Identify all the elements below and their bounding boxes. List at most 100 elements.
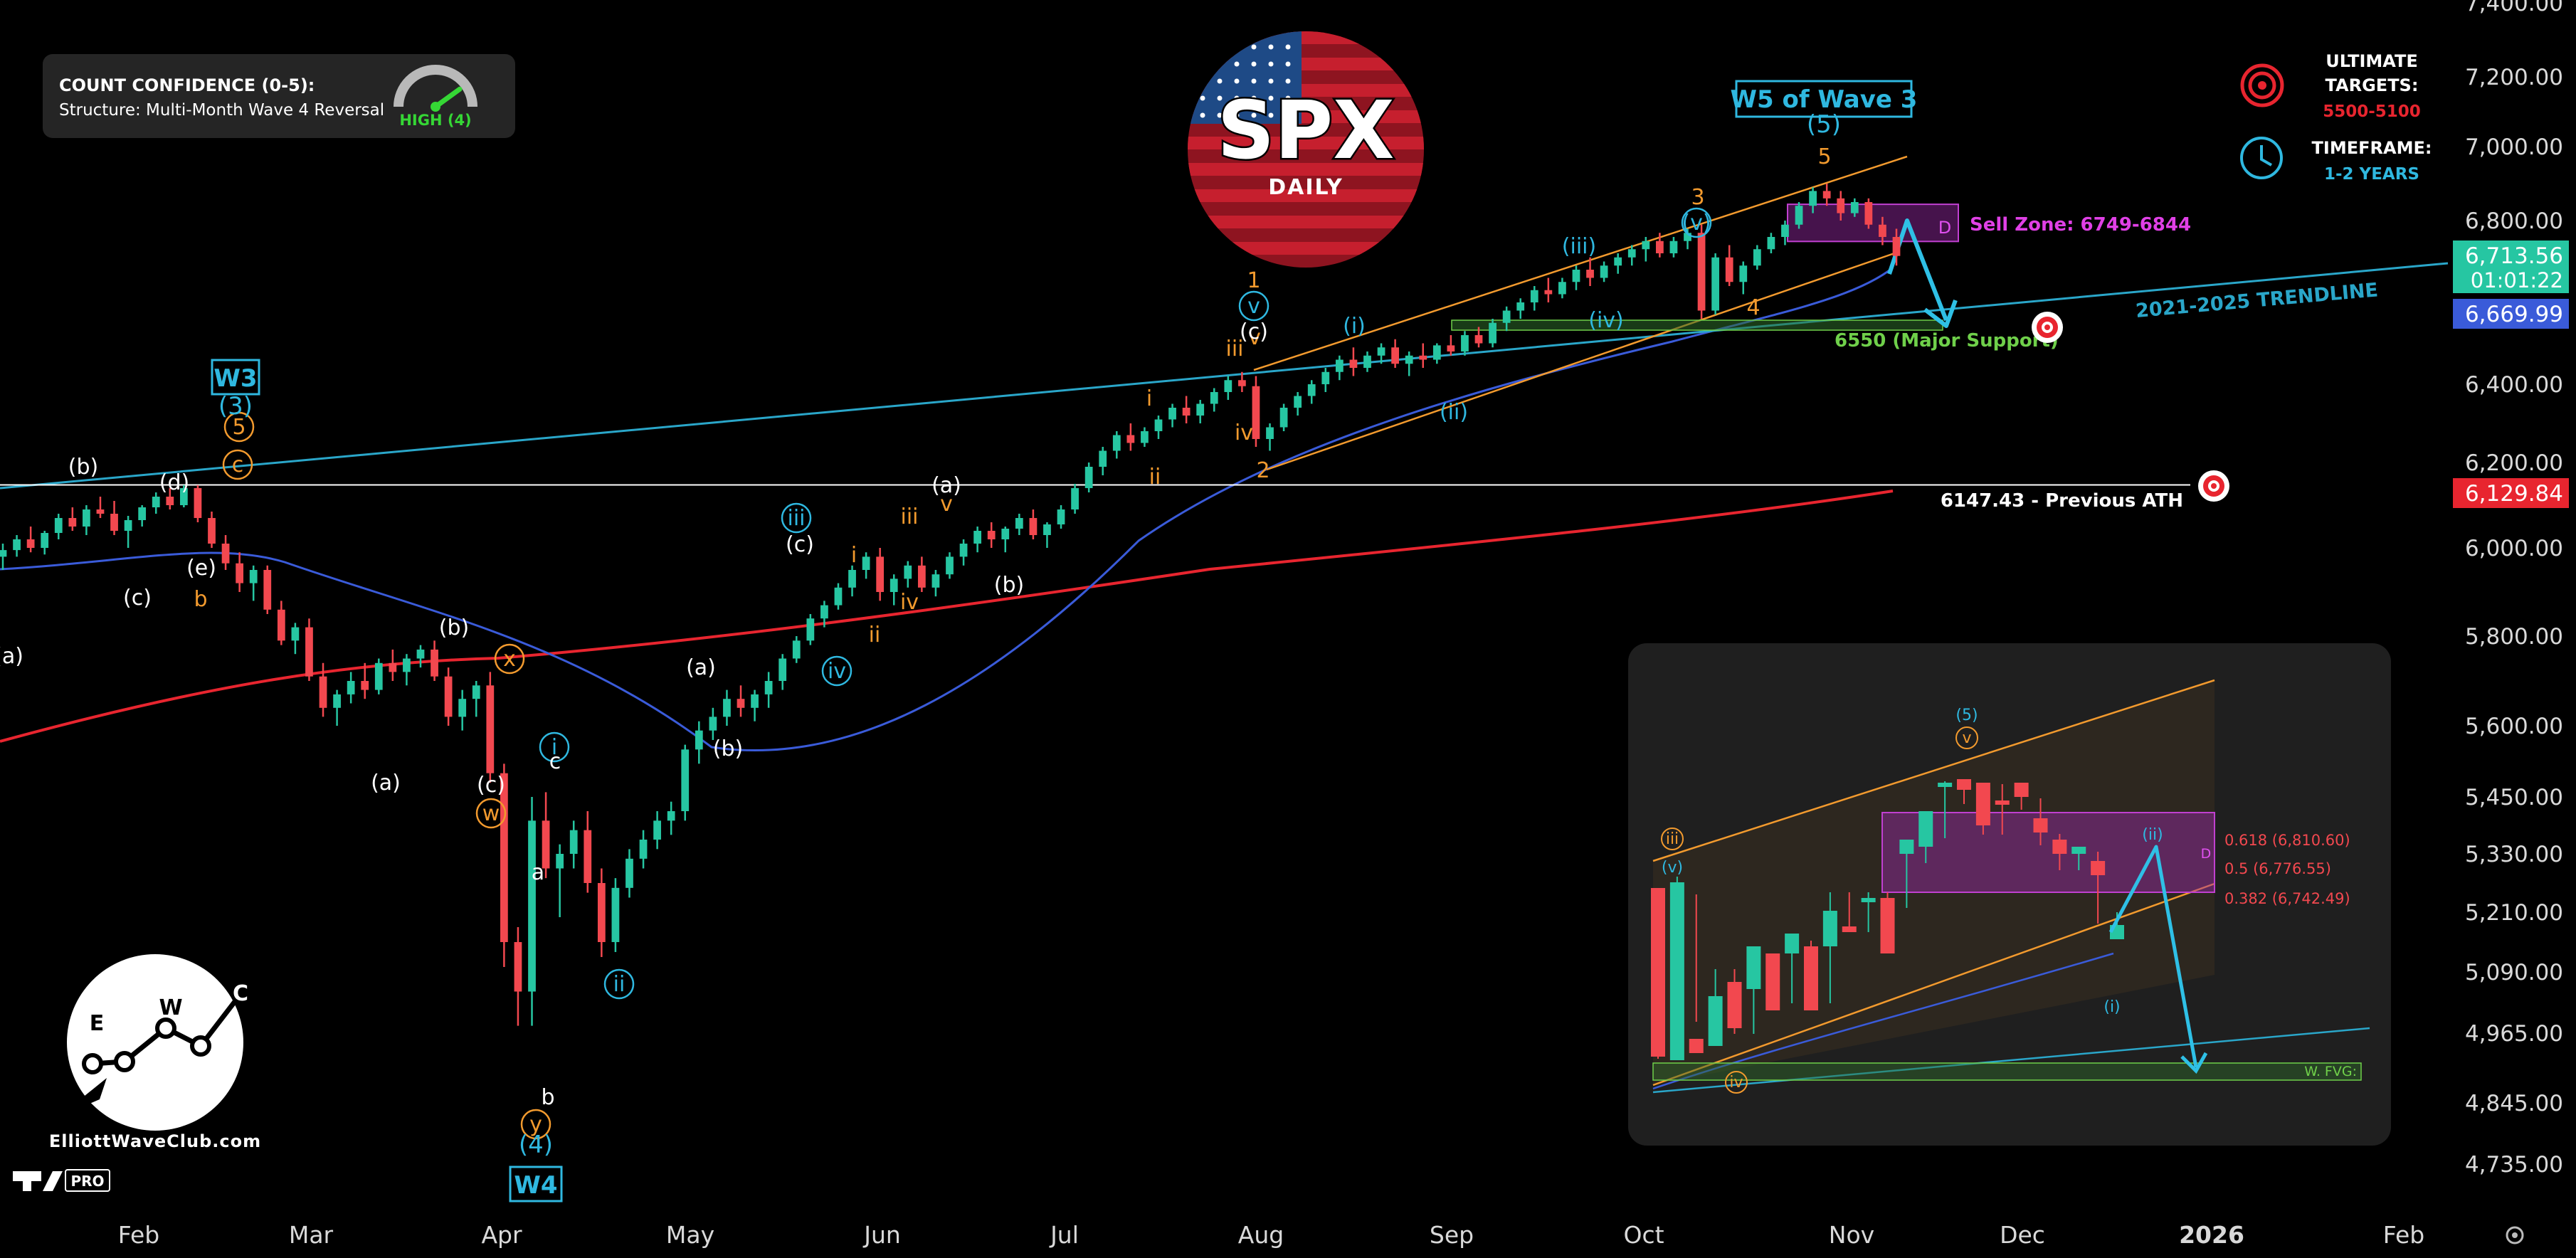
wave-label: 4 bbox=[1746, 295, 1760, 320]
inset-candle bbox=[1975, 783, 1990, 835]
candle bbox=[347, 672, 355, 704]
candle bbox=[431, 640, 438, 681]
sell-zone-letter: D bbox=[1938, 218, 1951, 238]
candle bbox=[1419, 343, 1427, 368]
inset-candle bbox=[1899, 840, 1914, 908]
candle bbox=[1809, 187, 1817, 213]
target-marker-icon bbox=[2032, 312, 2063, 343]
candle bbox=[361, 662, 369, 699]
brand-site: ElliottWaveClub.com bbox=[49, 1131, 261, 1151]
logo-timeframe: DAILY bbox=[1268, 175, 1343, 200]
inset-candle bbox=[2014, 783, 2029, 810]
candle bbox=[723, 689, 731, 726]
inset-wave-label: v bbox=[1955, 726, 1978, 749]
inset-candle bbox=[1727, 969, 1742, 1034]
x-tick-label: Jun bbox=[862, 1221, 901, 1249]
y-tick-label: 7,200.00 bbox=[2465, 65, 2563, 90]
settings-gear-icon[interactable] bbox=[2506, 1226, 2524, 1244]
wave-label: (v) bbox=[1681, 207, 1712, 238]
svg-text:v: v bbox=[1962, 729, 1971, 747]
wave-label: v bbox=[940, 492, 953, 517]
inset-candle bbox=[1861, 892, 1876, 932]
candle bbox=[1753, 245, 1761, 270]
major-wave-label: W4(4) bbox=[509, 1131, 563, 1202]
fib-level-label: 0.5 (6,776.55) bbox=[2224, 860, 2331, 877]
y-tick-label: 4,845.00 bbox=[2465, 1091, 2563, 1116]
candle bbox=[806, 614, 815, 645]
svg-text:(a): (a) bbox=[686, 655, 716, 680]
ma-blue-line bbox=[0, 269, 1890, 752]
inset-wave-label: (i) bbox=[2103, 998, 2120, 1016]
svg-text:TARGETS:: TARGETS: bbox=[2326, 75, 2419, 95]
candle bbox=[653, 811, 661, 850]
x-tick-label: Aug bbox=[1238, 1221, 1284, 1249]
candle bbox=[1711, 253, 1720, 315]
svg-text:(iv): (iv) bbox=[1588, 308, 1624, 333]
inset-candle bbox=[1957, 779, 1971, 804]
inset-candle bbox=[1746, 946, 1761, 1034]
gauge-label: HIGH (4) bbox=[399, 112, 471, 129]
inset-candle bbox=[2052, 834, 2067, 870]
wave-label: b bbox=[194, 587, 207, 612]
y-tick-label: 4,735.00 bbox=[2465, 1152, 2563, 1178]
inset-candle bbox=[2091, 852, 2106, 924]
candle bbox=[987, 522, 996, 548]
svg-text:iii: iii bbox=[900, 504, 918, 529]
inset-zone-letter: D bbox=[2201, 846, 2212, 862]
projection-arrow bbox=[1887, 218, 1948, 322]
candle bbox=[1405, 352, 1413, 376]
inset-wave-label: iii bbox=[1661, 828, 1684, 850]
candle bbox=[1795, 202, 1803, 229]
x-tick-label: Sep bbox=[1430, 1221, 1474, 1249]
y-tick-label: 6,400.00 bbox=[2465, 372, 2563, 398]
elliottwave-club-logo: E W C ElliottWaveClub.com bbox=[49, 954, 261, 1151]
candle bbox=[542, 792, 550, 879]
candle bbox=[1210, 388, 1218, 412]
y-tick-label: 6,200.00 bbox=[2465, 450, 2563, 476]
major-wave-label: W3(3) bbox=[211, 359, 260, 421]
inset-candle bbox=[1918, 811, 1933, 863]
candle bbox=[681, 744, 690, 821]
candle bbox=[751, 689, 759, 722]
candle bbox=[1837, 191, 1845, 221]
candle bbox=[1196, 400, 1205, 423]
wave-label: i bbox=[851, 543, 857, 568]
candle bbox=[1530, 286, 1538, 311]
candle bbox=[1224, 376, 1232, 400]
candle bbox=[0, 544, 7, 570]
targets-panel: ULTIMATE TARGETS: 5500-5100 TIMEFRAME: 1-2 Y… bbox=[2240, 51, 2432, 184]
svg-text:ULTIMATE: ULTIMATE bbox=[2326, 51, 2417, 71]
candle bbox=[1307, 380, 1316, 404]
candle bbox=[291, 623, 300, 655]
inset-wave-label: (5) bbox=[1955, 707, 1978, 724]
svg-text:ii: ii bbox=[869, 623, 881, 648]
candle bbox=[1015, 514, 1023, 535]
x-tick-label: May bbox=[666, 1221, 714, 1249]
svg-text:(a): (a) bbox=[0, 644, 23, 669]
svg-text:iii: iii bbox=[1225, 337, 1243, 361]
x-tick-label: Jul bbox=[1049, 1221, 1079, 1249]
logo-ticker: SPX bbox=[1217, 85, 1394, 177]
wave-label: (b) bbox=[439, 615, 469, 640]
candle bbox=[946, 552, 954, 579]
svg-text:x: x bbox=[503, 647, 516, 672]
candle bbox=[389, 649, 397, 681]
inset-candle bbox=[1689, 894, 1704, 1053]
y-tick-label: 5,210.00 bbox=[2465, 900, 2563, 926]
candle bbox=[667, 801, 675, 835]
wave-label: (b) bbox=[713, 736, 743, 761]
svg-text:TIMEFRAME:: TIMEFRAME: bbox=[2312, 138, 2432, 158]
svg-text:(i): (i) bbox=[2103, 998, 2120, 1016]
svg-text:c: c bbox=[549, 749, 561, 774]
svg-text:6,669.99: 6,669.99 bbox=[2465, 302, 2563, 327]
candle bbox=[639, 830, 648, 869]
candle bbox=[1669, 237, 1678, 258]
candle bbox=[1294, 392, 1302, 416]
target-icon bbox=[2240, 63, 2284, 107]
candle bbox=[1349, 347, 1358, 376]
candle bbox=[472, 681, 480, 717]
wave-label: (i) bbox=[1343, 314, 1366, 339]
